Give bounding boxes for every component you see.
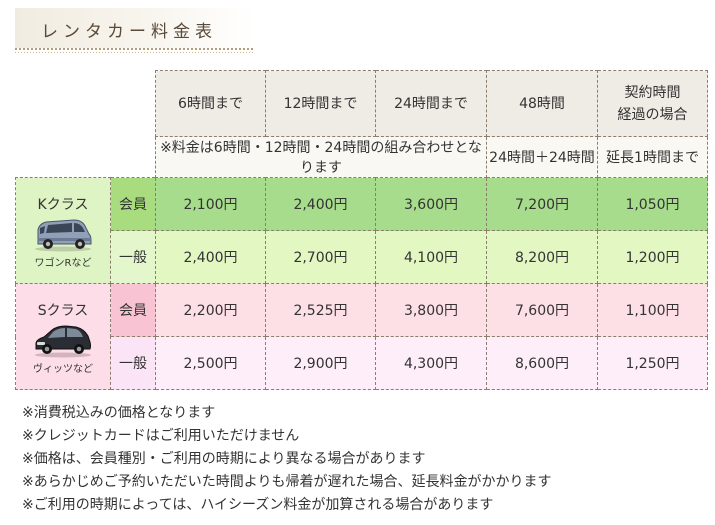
title-underline — [15, 48, 255, 50]
hatchback-car-icon — [35, 325, 91, 358]
class-k-example: ワゴンRなど — [34, 258, 92, 269]
note-item: ※価格は、会員種別・ご利用の時期により異なる場合があります — [22, 451, 426, 467]
price-cell: 2,400円 — [265, 177, 376, 231]
price-cell: 1,100円 — [597, 283, 708, 337]
price-cell: 7,600円 — [486, 283, 598, 337]
rate-table: 6時間まで 12時間まで 24時間まで 48時間 契約時間 経過の場合 ※料金は… — [15, 70, 708, 390]
price-cell: 3,600円 — [375, 177, 487, 231]
page-title-block: レンタカー料金表 — [15, 8, 255, 53]
price-cell: 2,500円 — [155, 336, 266, 390]
minivan-car-icon — [35, 219, 92, 252]
class-k-cell: Kクラス ワゴンRなど — [15, 177, 111, 284]
class-s-name: Sクラス — [37, 303, 89, 319]
price-cell: 2,400円 — [155, 230, 266, 284]
title-band — [15, 8, 255, 48]
row-type-general: 一般 — [110, 230, 156, 284]
price-cell: 4,300円 — [375, 336, 487, 390]
page-title: レンタカー料金表 — [41, 22, 217, 42]
class-k-name: Kクラス — [37, 197, 89, 213]
note-extension: 延長1時間まで — [597, 136, 708, 178]
price-cell: 7,200円 — [486, 177, 598, 231]
notes-list: ※消費税込みの価格となります ※クレジットカードはご利用いただけません ※価格は… — [22, 402, 551, 517]
price-cell: 1,250円 — [597, 336, 708, 390]
header-row: 6時間まで 12時間まで 24時間まで 48時間 契約時間 経過の場合 — [16, 70, 708, 137]
header-contract-line1: 契約時間 — [624, 84, 681, 101]
price-cell: 2,700円 — [265, 230, 376, 284]
note-item: ※あらかじめご予約いただいた時間よりも帰着が遅れた場合、延長料金がかかります — [22, 474, 552, 490]
price-cell: 2,100円 — [155, 177, 266, 231]
header-12h: 12時間まで — [265, 70, 376, 137]
price-cell: 2,525円 — [265, 283, 376, 337]
header-contract-line2: 経過の場合 — [617, 106, 688, 123]
class-s-cell: Sクラス ヴィッツなど — [15, 283, 111, 390]
title-underline-secondary — [15, 52, 255, 53]
table-row: Kクラス ワゴンRなど 会員 2,100円 2,400円 3,600円 7,20… — [15, 177, 708, 284]
price-cell: 2,200円 — [155, 283, 266, 337]
price-cell: 8,600円 — [486, 336, 598, 390]
price-cell: 4,100円 — [375, 230, 487, 284]
note-item: ※クレジットカードはご利用いただけません — [22, 428, 300, 444]
row-type-member: 会員 — [110, 283, 156, 337]
table-row: Sクラス ヴィッツなど 会員 2,200円 2,525円 3,800円 7,60… — [15, 283, 708, 390]
price-cell: 3,800円 — [375, 283, 487, 337]
price-cell: 8,200円 — [486, 230, 598, 284]
table-row: 一般 2,400円 2,700円 4,100円 8,200円 1,200円 — [16, 230, 708, 284]
row-type-general: 一般 — [110, 336, 156, 390]
row-type-member: 会員 — [110, 177, 156, 231]
note-item: ※消費税込みの価格となります — [22, 405, 216, 421]
price-cell: 1,050円 — [597, 177, 708, 231]
header-6h: 6時間まで — [155, 70, 266, 137]
price-cell: 1,200円 — [597, 230, 708, 284]
header-24h: 24時間まで — [375, 70, 487, 137]
combination-note: ※料金は6時間・12時間・24時間の組み合わせとなります — [155, 136, 487, 178]
note-48h: 24時間＋24時間 — [486, 136, 598, 178]
header-48h: 48時間 — [486, 70, 598, 137]
note-item: ※ご利用の時期によっては、ハイシーズン料金が加算される場合があります — [22, 497, 494, 513]
sub-header-row: ※料金は6時間・12時間・24時間の組み合わせとなります 24時間＋24時間 延… — [16, 136, 708, 178]
header-contract-overtime: 契約時間 経過の場合 — [597, 70, 708, 137]
price-cell: 2,900円 — [265, 336, 376, 390]
table-row: 一般 2,500円 2,900円 4,300円 8,600円 1,250円 — [16, 336, 708, 390]
class-s-example: ヴィッツなど — [33, 364, 93, 375]
